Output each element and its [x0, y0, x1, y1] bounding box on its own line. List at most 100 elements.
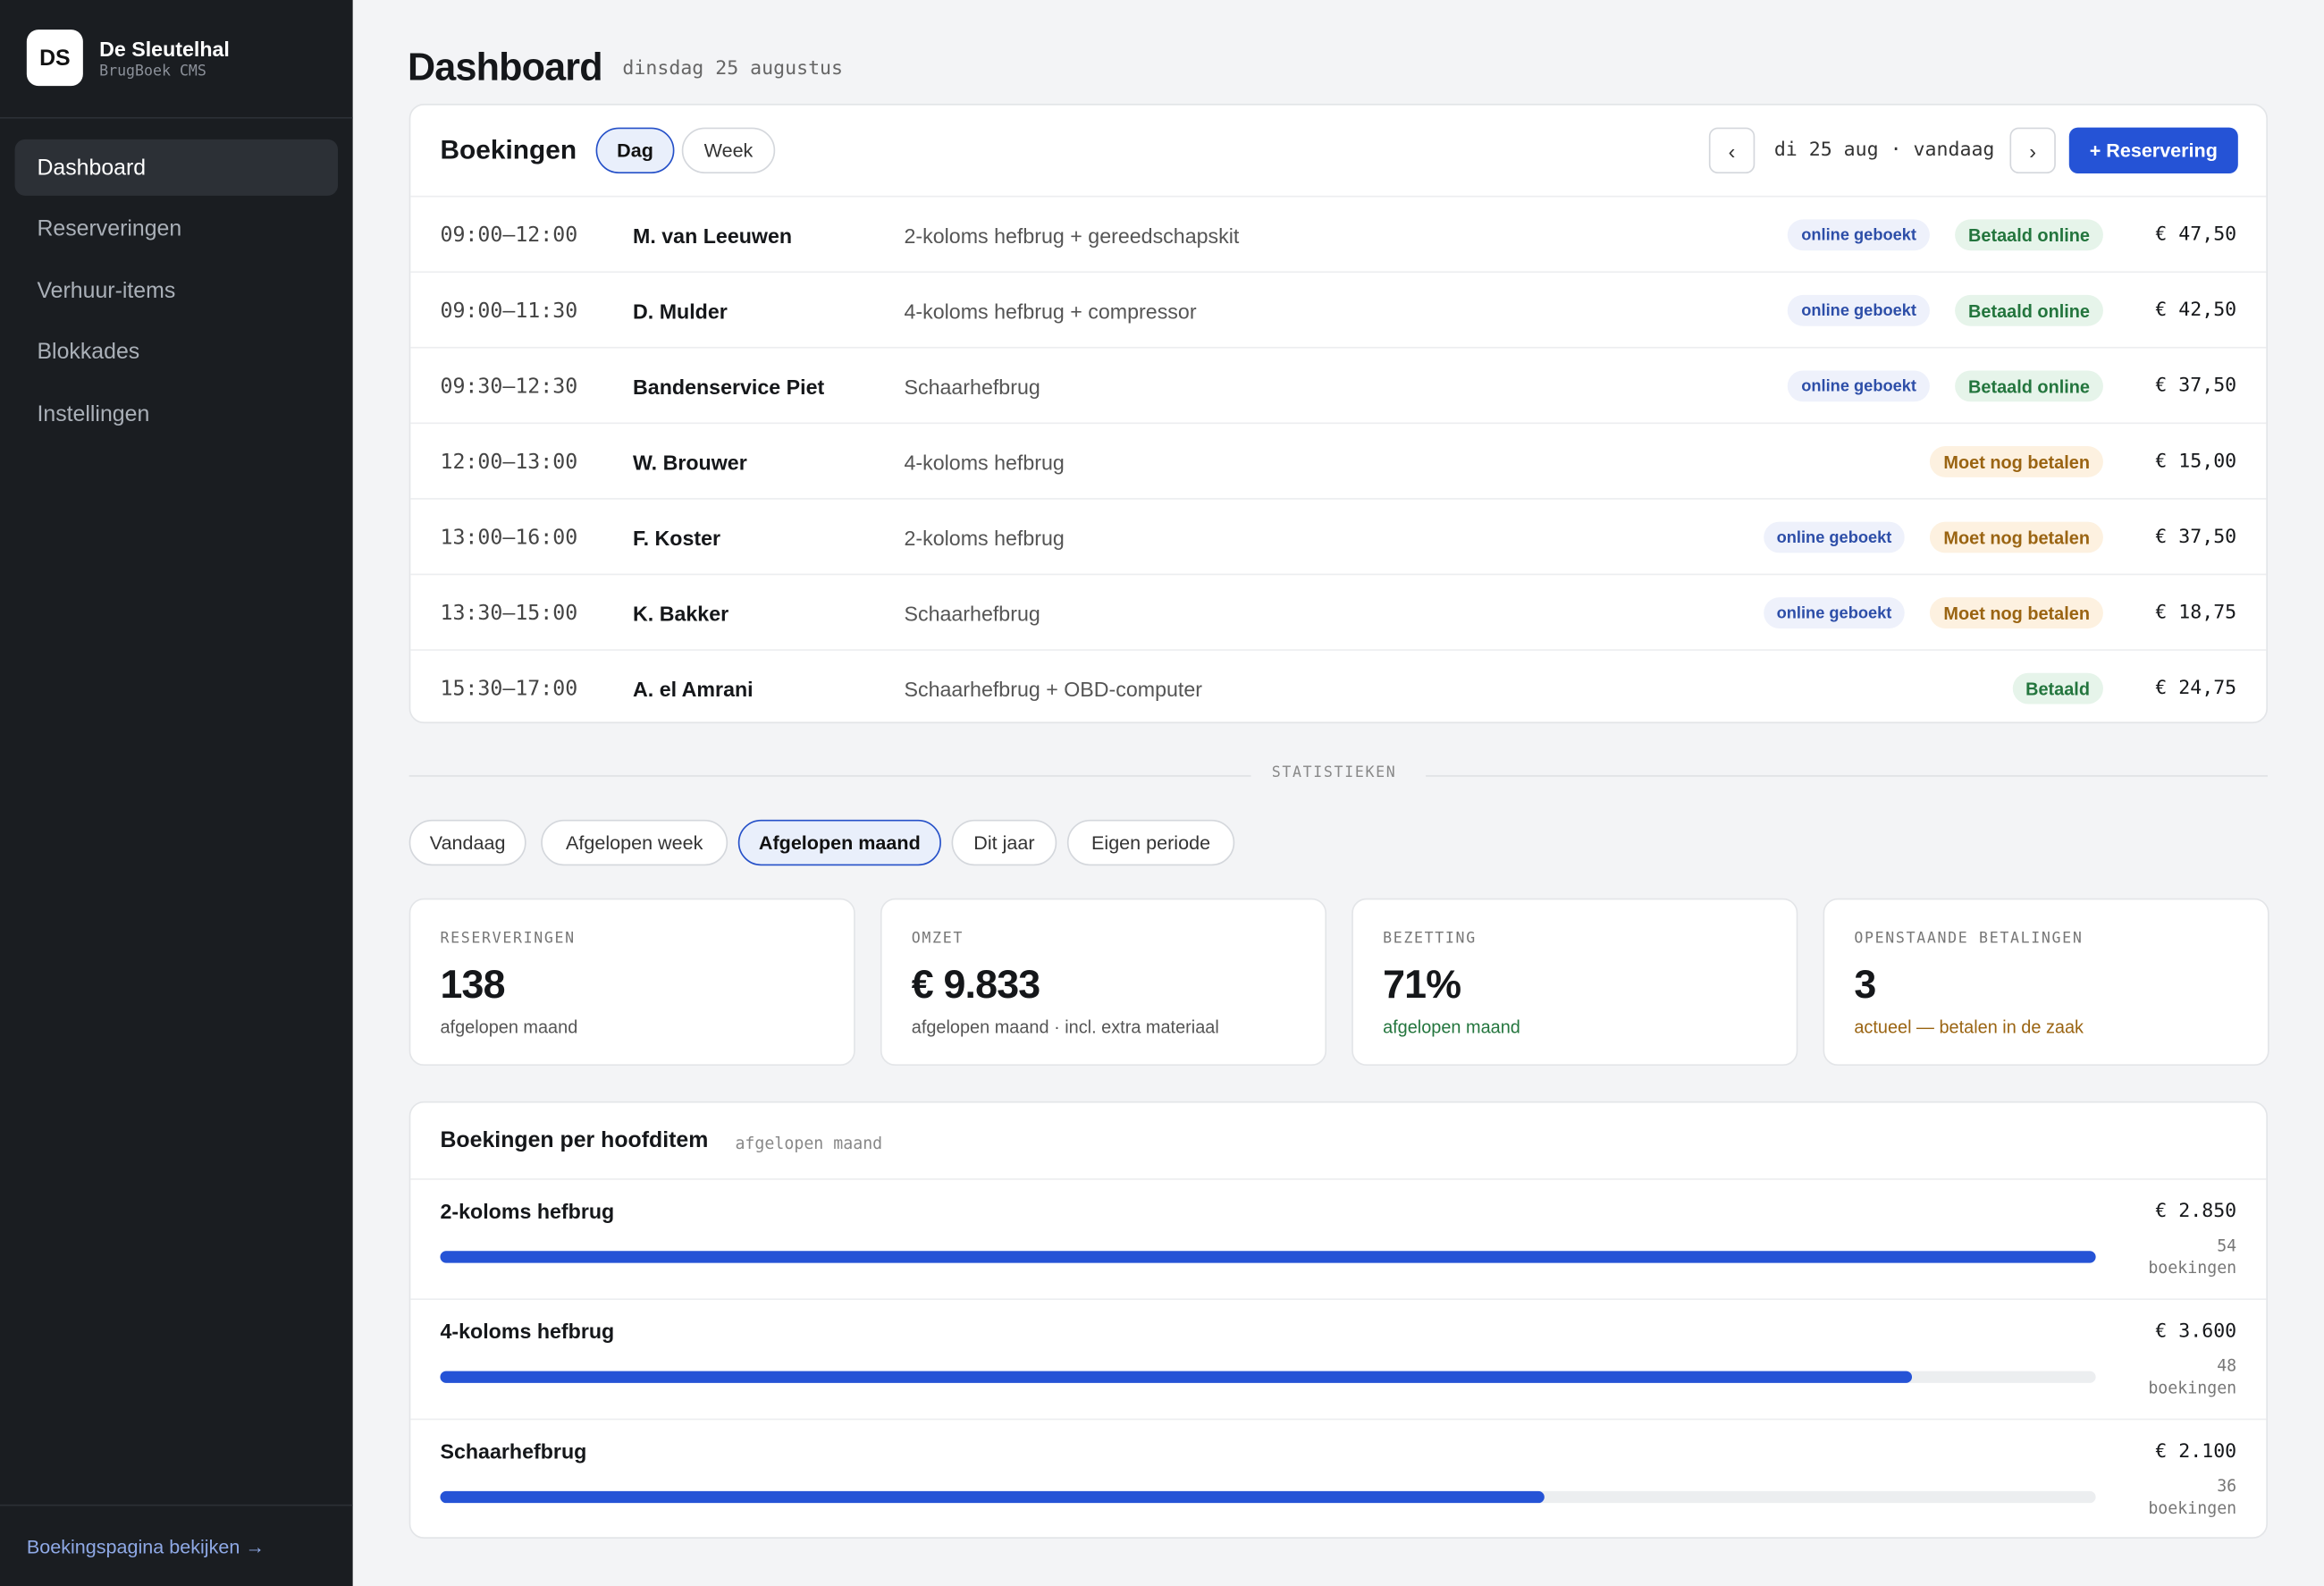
- stat-label: OMZET: [911, 931, 964, 948]
- next-day[interactable]: ›: [2009, 127, 2056, 173]
- divider: [0, 1504, 353, 1506]
- booking-price: € 42,50: [2155, 299, 2237, 322]
- booking-time: 13:00–16:00: [440, 525, 578, 550]
- stat-subtext: actueel — betalen in de zaak: [1854, 1017, 2084, 1038]
- panel-title: Boekingen: [440, 134, 577, 165]
- booking-item: 4-koloms hefbrug + compressor: [904, 299, 1197, 323]
- status-badge: Moet nog betalen: [1930, 597, 2103, 628]
- period-tab[interactable]: Eigen periode: [1066, 819, 1235, 866]
- period-tab[interactable]: Dit jaar: [951, 819, 1057, 866]
- stat-card: BEZETTING 71% afgelopen maand: [1351, 898, 1798, 1067]
- stat-card: OMZET € 9.833 afgelopen maand · incl. extr…: [880, 898, 1327, 1067]
- item-count-unit: boekingen: [2148, 1498, 2237, 1518]
- source-badge: online geboekt: [1788, 219, 1930, 251]
- item-row: 4-koloms hefbrug € 3.600 48 boekingen: [410, 1298, 2267, 1420]
- item-count-unit: boekingen: [2148, 1378, 2237, 1398]
- customer-name: A. el Amrani: [633, 676, 754, 701]
- item-name: 4-koloms hefbrug: [440, 1319, 615, 1344]
- stat-label: OPENSTAANDE BETALINGEN: [1854, 931, 2084, 948]
- item-count-unit: boekingen: [2148, 1258, 2237, 1278]
- item-name: 2-koloms hefbrug: [440, 1199, 615, 1223]
- panel-title: Boekingen per hoofditem: [440, 1127, 709, 1153]
- period-tab[interactable]: Afgelopen maand: [737, 819, 941, 866]
- item-row: Schaarhefbrug € 2.100 36 boekingen: [410, 1418, 2267, 1540]
- sidebar: DS De Sleutelhal BrugBoek CMS Dashboard Rese…: [0, 0, 353, 1586]
- booking-time: 15:30–17:00: [440, 676, 578, 701]
- customer-name: W. Brouwer: [633, 450, 747, 474]
- badges: Betaald: [2012, 651, 2103, 727]
- booking-row[interactable]: 09:30–12:30 Bandenservice Piet Schaarhefbr…: [410, 346, 2267, 425]
- stat-subtext: afgelopen maand: [1383, 1017, 1520, 1038]
- item-revenue: € 2.850: [2155, 1200, 2237, 1223]
- panel-subtitle: afgelopen maand: [735, 1134, 883, 1153]
- customer-name: K. Bakker: [633, 601, 729, 625]
- items-panel: Boekingen per hoofditem afgelopen maand 2-…: [408, 1101, 2268, 1540]
- nav-item[interactable]: Dashboard: [14, 139, 339, 196]
- stat-label: RESERVERINGEN: [440, 931, 576, 948]
- brand-name: De Sleutelhal: [99, 37, 230, 61]
- source-badge: online geboekt: [1788, 294, 1930, 326]
- status-badge: Betaald online: [1955, 294, 2103, 326]
- badges: online geboekt Betaald online: [1788, 273, 2103, 349]
- booking-row[interactable]: 15:30–17:00 A. el Amrani Schaarhefbrug + O…: [410, 649, 2267, 727]
- section-label: STATISTIEKEN: [1271, 764, 1397, 781]
- booking-row[interactable]: 12:00–13:00 W. Brouwer 4-koloms hefbrug Moe…: [410, 422, 2267, 500]
- page-date: dinsdag 25 augustus: [622, 57, 844, 80]
- view-tab[interactable]: Dag: [595, 127, 675, 173]
- bar-track: [440, 1490, 2096, 1504]
- booking-price: € 37,50: [2155, 375, 2237, 398]
- stat-card: OPENSTAANDE BETALINGEN 3 actueel — betalen…: [1823, 898, 2269, 1067]
- period-tab[interactable]: Vandaag: [408, 819, 526, 866]
- status-badge: Betaald online: [1955, 219, 2103, 251]
- badges: online geboekt Moet nog betalen: [1763, 575, 2103, 651]
- booking-time: 09:00–12:00: [440, 223, 578, 248]
- booking-page-link[interactable]: Boekingspagina bekijken →: [26, 1535, 265, 1558]
- prev-day[interactable]: ‹: [1708, 127, 1756, 173]
- source-badge: online geboekt: [1788, 370, 1930, 402]
- divider: [408, 775, 1251, 777]
- booking-price: € 24,75: [2155, 677, 2237, 700]
- nav-item[interactable]: Instellingen: [37, 401, 150, 426]
- booking-row[interactable]: 13:00–16:00 F. Koster 2-koloms hefbrug onli…: [410, 498, 2267, 576]
- status-badge: Betaald: [2012, 672, 2103, 704]
- period-tab[interactable]: Afgelopen week: [541, 819, 728, 866]
- nav-item[interactable]: Reserveringen: [37, 216, 182, 242]
- item-revenue: € 3.600: [2155, 1320, 2237, 1344]
- stat-value: 3: [1854, 962, 1876, 1007]
- nav-item[interactable]: Verhuur-items: [37, 277, 176, 304]
- bookings-panel: Boekingen Dag Week ‹ di 25 aug · vandaag › + R…: [408, 104, 2268, 727]
- booking-price: € 18,75: [2155, 602, 2237, 624]
- booking-item: Schaarhefbrug + OBD-computer: [904, 676, 1203, 701]
- stat-subtext: afgelopen maand: [440, 1017, 578, 1038]
- item-revenue: € 2.100: [2155, 1440, 2237, 1464]
- current-date: di 25 aug · vandaag: [1773, 139, 1995, 162]
- booking-time: 13:30–15:00: [440, 601, 578, 625]
- customer-name: M. van Leeuwen: [633, 223, 793, 248]
- bar-track: [440, 1371, 2096, 1383]
- booking-item: 2-koloms hefbrug: [904, 525, 1065, 550]
- booking-row[interactable]: 09:00–11:30 D. Mulder 4-koloms hefbrug + c…: [410, 271, 2267, 349]
- booking-row[interactable]: 13:30–15:00 K. Bakker Schaarhefbrug online …: [410, 573, 2267, 651]
- badges: online geboekt Moet nog betalen: [1763, 500, 2103, 576]
- booking-time: 09:00–11:30: [440, 299, 578, 323]
- new-reservation-button[interactable]: + Reservering: [2068, 127, 2238, 173]
- bar-track: [440, 1251, 2096, 1263]
- bar: [440, 1490, 1545, 1504]
- bar: [440, 1371, 1912, 1383]
- item-row: 2-koloms hefbrug € 2.850 54 boekingen: [410, 1178, 2267, 1300]
- stat-label: BEZETTING: [1383, 931, 1477, 948]
- customer-name: F. Koster: [633, 525, 721, 550]
- booking-row[interactable]: 09:00–12:00 M. van Leeuwen 2-koloms hefbru…: [410, 195, 2267, 274]
- nav-item[interactable]: Blokkades: [37, 339, 140, 365]
- stat-value: 71%: [1383, 962, 1461, 1007]
- source-badge: online geboekt: [1763, 521, 1906, 553]
- customer-name: D. Mulder: [633, 299, 728, 323]
- badges: online geboekt Betaald online: [1788, 349, 2103, 425]
- logo: DS: [26, 30, 83, 87]
- view-tab[interactable]: Week: [681, 127, 776, 173]
- badges: online geboekt Betaald online: [1788, 198, 2103, 274]
- booking-item: Schaarhefbrug: [904, 374, 1040, 399]
- status-badge: Betaald online: [1955, 370, 2103, 402]
